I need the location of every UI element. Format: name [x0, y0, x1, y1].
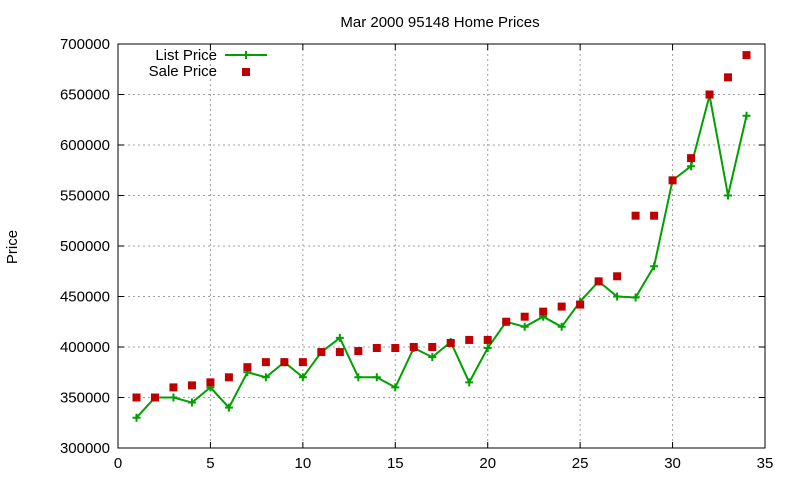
- list-price-point: [298, 373, 307, 382]
- sale-price-point: [409, 343, 418, 351]
- list-price-point: [650, 262, 659, 271]
- x-tick-label: 20: [479, 455, 496, 472]
- sale-price-point: [668, 176, 677, 185]
- sale-price-point: [150, 393, 159, 402]
- sale-price-point: [520, 312, 529, 321]
- y-tick-label: 700000: [60, 36, 110, 53]
- y-tick-label: 550000: [60, 188, 110, 205]
- legend-label-sale-price: Sale Price: [149, 63, 217, 80]
- x-tick-label: 30: [664, 455, 681, 472]
- sale-price-point: [687, 154, 696, 163]
- sale-price-point: [261, 358, 270, 367]
- sale-price-point: [576, 300, 585, 309]
- legend: List Price Sale Price: [149, 47, 267, 80]
- list-price-point: [613, 292, 622, 301]
- list-price-point: [483, 344, 492, 353]
- sale-price-point: [428, 343, 437, 351]
- list-price-point: [224, 403, 233, 412]
- y-tick-label: 400000: [60, 339, 110, 356]
- sale-price-point: [187, 381, 196, 390]
- sale-price-point: [650, 211, 659, 220]
- list-price-point: [428, 353, 437, 362]
- sale-price-point: [502, 317, 511, 326]
- x-tick-label: 10: [295, 455, 312, 472]
- legend-label-list-price: List Price: [155, 47, 217, 64]
- sale-price-point: [557, 302, 566, 311]
- list-price-point: [557, 322, 566, 331]
- sale-price-point: [483, 335, 492, 344]
- list-price-point: [261, 373, 270, 382]
- x-tick-label: 35: [757, 455, 774, 472]
- sale-price-point: [631, 211, 640, 220]
- legend-marker-list-price: [242, 51, 250, 59]
- sale-price-point: [224, 373, 233, 382]
- sale-price-point: [391, 344, 400, 353]
- sale-price-point: [317, 348, 326, 357]
- y-tick-label: 300000: [60, 440, 110, 457]
- sale-price-point: [465, 335, 474, 344]
- sale-price-point: [539, 307, 548, 316]
- chart-title: Mar 2000 95148 Home Prices: [340, 14, 539, 31]
- y-tick-label: 600000: [60, 137, 110, 154]
- gridlines: [118, 44, 765, 448]
- sale-price-point: [446, 338, 455, 347]
- y-tick-label: 450000: [60, 289, 110, 306]
- list-price-point: [687, 162, 696, 171]
- list-price-point: [132, 413, 141, 422]
- plot-frame: [117, 43, 766, 449]
- sale-price-point: [206, 378, 215, 387]
- list-price-point: [631, 293, 640, 302]
- list-price-point: [372, 373, 381, 382]
- tick-labels: 0 5 10 15 20 25 30 35 300000 350000 400000 450000 50…: [60, 36, 773, 472]
- y-axis-label: Price: [4, 230, 21, 264]
- sale-price-point: [335, 348, 344, 357]
- sale-price-point: [354, 347, 363, 356]
- sale-price-point: [742, 51, 751, 60]
- x-tick-label: 5: [206, 455, 214, 472]
- sale-price-point: [298, 358, 307, 367]
- sale-price-point: [243, 363, 252, 372]
- sale-price-point: [594, 277, 603, 286]
- series: [132, 51, 751, 422]
- x-tick-label: 15: [387, 455, 404, 472]
- x-tick-label: 0: [114, 455, 122, 472]
- list-price-point: [724, 191, 733, 200]
- sale-price-point: [372, 344, 381, 353]
- list-price-point: [465, 378, 474, 387]
- x-tick-label: 25: [572, 455, 589, 472]
- list-price-point: [335, 333, 344, 342]
- sale-price-point: [132, 393, 141, 402]
- sale-price-point: [169, 383, 178, 392]
- sale-price-point: [613, 272, 622, 281]
- list-price-point: [742, 111, 751, 120]
- y-tick-label: 350000: [60, 390, 110, 407]
- list-price-point: [520, 322, 529, 331]
- sale-price-point: [724, 73, 733, 82]
- list-price-point: [169, 393, 178, 402]
- y-tick-label: 650000: [60, 87, 110, 104]
- sale-price-point: [705, 90, 714, 99]
- list-price-point: [354, 373, 363, 382]
- sale-price-point: [280, 358, 289, 367]
- list-price-point: [187, 398, 196, 407]
- list-price-point: [391, 383, 400, 392]
- y-tick-label: 500000: [60, 238, 110, 255]
- list-price-line: [135, 95, 748, 419]
- legend-swatch-sale-price: [242, 68, 250, 76]
